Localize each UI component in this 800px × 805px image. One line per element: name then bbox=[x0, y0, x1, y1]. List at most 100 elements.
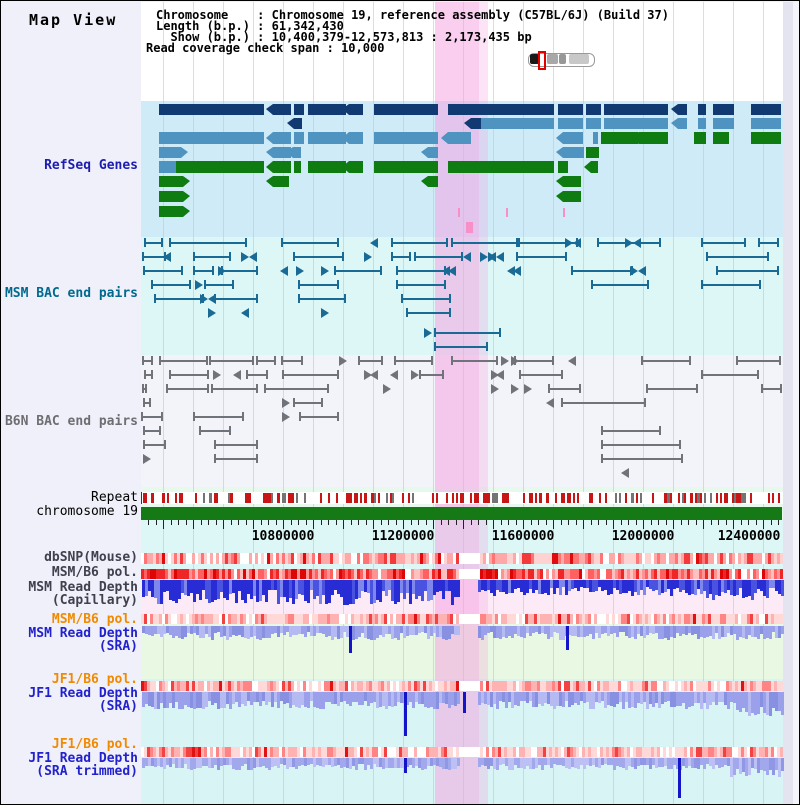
jf1-b6-pol-track-cell bbox=[735, 681, 738, 691]
msm-read-depth-capillary-bar bbox=[382, 580, 385, 591]
msm-read-depth-capillary-bar bbox=[751, 580, 754, 600]
b6n-bac-pair-end bbox=[701, 370, 703, 379]
msm-read-depth-capillary-bar bbox=[433, 580, 436, 595]
msm-read-depth-capillary-bar bbox=[577, 580, 580, 591]
msm-b6-pol-track-cell bbox=[723, 569, 726, 579]
msm-read-depth-sra-bar bbox=[334, 626, 337, 637]
repeat-element bbox=[288, 493, 290, 503]
repeat-element bbox=[290, 493, 292, 503]
jf1-read-depth-sra-bar bbox=[352, 692, 355, 702]
jf1-b6-pol-track-cell bbox=[501, 681, 504, 691]
jf1-read-depth-trimmed-bar bbox=[436, 758, 439, 766]
jf1-b6-pol-trim-track-cell bbox=[528, 747, 531, 757]
msm-read-depth-sra-bar bbox=[781, 626, 784, 634]
jf1-b6-pol-track-cell bbox=[384, 681, 387, 691]
msm-b6-pol-sra-track-cell bbox=[162, 614, 165, 624]
jf1-b6-pol-track-cell bbox=[771, 681, 774, 691]
b6n-bac-pair-end bbox=[246, 370, 248, 379]
jf1-read-depth-sra-bar bbox=[499, 692, 502, 701]
jf1-read-depth-sra-bar bbox=[634, 692, 637, 708]
jf1-read-depth-trimmed-bar bbox=[400, 758, 403, 768]
jf1-read-depth-sra-bar bbox=[400, 692, 403, 703]
dbsnp-track-cell bbox=[711, 553, 714, 564]
msm-read-depth-sra-bar bbox=[685, 626, 688, 635]
msm-b6-pol-sra-track-cell bbox=[285, 614, 288, 624]
jf1-read-depth-sra-bar bbox=[364, 692, 367, 701]
msm-read-depth-sra-bar bbox=[658, 626, 661, 639]
msm-b6-pol-sra-track-cell bbox=[321, 614, 324, 624]
b6n-bac-end-arrow bbox=[496, 370, 504, 380]
dbsnp-track-cell bbox=[210, 553, 213, 564]
dbsnp-track-cell bbox=[297, 553, 300, 564]
msm-b6-pol-sra-track-cell bbox=[729, 614, 732, 624]
msm-b6-pol-track-cell bbox=[312, 569, 315, 579]
b6n-bac-pair-line bbox=[142, 388, 147, 390]
gene-segment bbox=[481, 118, 554, 129]
msm-bac-end-arrow bbox=[463, 252, 471, 262]
jf1-b6-pol-track-cell bbox=[741, 681, 744, 691]
b6n-bac-pair-end bbox=[149, 398, 151, 407]
jf1-read-depth-trimmed-bar bbox=[397, 758, 400, 768]
gene-segment bbox=[273, 161, 291, 173]
repeat-element bbox=[589, 493, 591, 503]
dbsnp-track-cell bbox=[681, 553, 684, 564]
dbsnp-track-cell bbox=[369, 553, 372, 564]
msm-b6-pol-track-cell bbox=[378, 569, 381, 579]
jf1-b6-pol-track-cell bbox=[468, 681, 471, 691]
msm-read-depth-capillary-bar bbox=[220, 580, 223, 592]
jf1-b6-pol-trim-track-cell bbox=[144, 747, 147, 757]
repeat-element bbox=[408, 493, 410, 503]
jf1-read-depth-trimmed-bar bbox=[514, 758, 517, 765]
msm-b6-pol-sra-track-cell bbox=[735, 614, 738, 624]
msm-b6-pol-sra-track-cell bbox=[678, 614, 681, 624]
jf1-b6-pol-track-cell bbox=[387, 681, 390, 691]
msm-read-depth-sra-bar bbox=[481, 626, 484, 640]
msm-b6-pol-sra-track-cell bbox=[147, 614, 150, 624]
b6n-bac-pair-line bbox=[761, 388, 782, 390]
dbsnp-track-cell bbox=[303, 553, 306, 564]
jf1-b6-pol-track-cell bbox=[354, 681, 357, 691]
msm-b6-pol-track-cell bbox=[522, 569, 525, 579]
msm-b6-pol-track-cell bbox=[435, 569, 438, 579]
jf1-read-depth-trimmed-bar bbox=[334, 758, 337, 766]
msm-read-depth-capillary-bar bbox=[550, 580, 553, 588]
msm-b6-pol-track-cell bbox=[564, 569, 567, 579]
msm-b6-pol-track-cell bbox=[348, 569, 351, 579]
msm-bac-bowtie bbox=[208, 294, 216, 304]
ruler-tick bbox=[238, 520, 239, 525]
msm-b6-pol-sra-track-cell bbox=[243, 614, 246, 624]
msm-read-depth-capillary-bar bbox=[166, 580, 169, 591]
dbsnp-track-cell bbox=[207, 553, 210, 564]
jf1-b6-pol-track-cell bbox=[531, 681, 534, 691]
dbsnp-track-cell bbox=[516, 553, 519, 564]
msm-read-depth-capillary-bar bbox=[214, 580, 217, 600]
jf1-b6-pol-track-cell bbox=[399, 681, 402, 691]
dbsnp-track-cell bbox=[249, 553, 252, 564]
msm-bac-pair-line bbox=[516, 256, 567, 258]
jf1-b6-pol-track-cell bbox=[606, 681, 609, 691]
msm-b6-pol-sra-track-cell bbox=[693, 614, 696, 624]
dbsnp-track-cell bbox=[720, 553, 723, 564]
jf1-read-depth-sra-bar bbox=[196, 692, 199, 708]
msm-read-depth-sra-bar bbox=[568, 626, 571, 635]
msm-read-depth-capillary-bar bbox=[361, 580, 364, 591]
dbsnp-track-cell bbox=[576, 553, 579, 564]
jf1-read-depth-sra-bar bbox=[640, 692, 643, 704]
jf1-read-depth-trimmed-bar bbox=[457, 758, 460, 766]
msm-read-depth-sra-bar bbox=[547, 626, 550, 639]
repeat-element bbox=[670, 493, 672, 503]
chromosome-bar[interactable] bbox=[141, 507, 782, 520]
dbsnp-track-cell bbox=[579, 553, 582, 564]
jf1-b6-pol-trim-track-cell bbox=[480, 747, 483, 757]
msm-bac-pair-end bbox=[706, 252, 708, 261]
dbsnp-track-cell bbox=[315, 553, 318, 564]
jf1-b6-pol-trim-track-cell bbox=[150, 747, 153, 757]
msm-read-depth-capillary-bar bbox=[370, 580, 373, 604]
msm-read-depth-sra-bar bbox=[418, 626, 421, 633]
gridline bbox=[523, 2, 524, 804]
msm-bac-pair-end bbox=[245, 238, 247, 247]
dbsnp-track-cell bbox=[645, 553, 648, 564]
jf1-b6-pol-trim-track-cell bbox=[390, 747, 393, 757]
jf1-read-depth-sra-bar bbox=[577, 692, 580, 705]
jf1-read-depth-trimmed-bar bbox=[253, 758, 256, 768]
